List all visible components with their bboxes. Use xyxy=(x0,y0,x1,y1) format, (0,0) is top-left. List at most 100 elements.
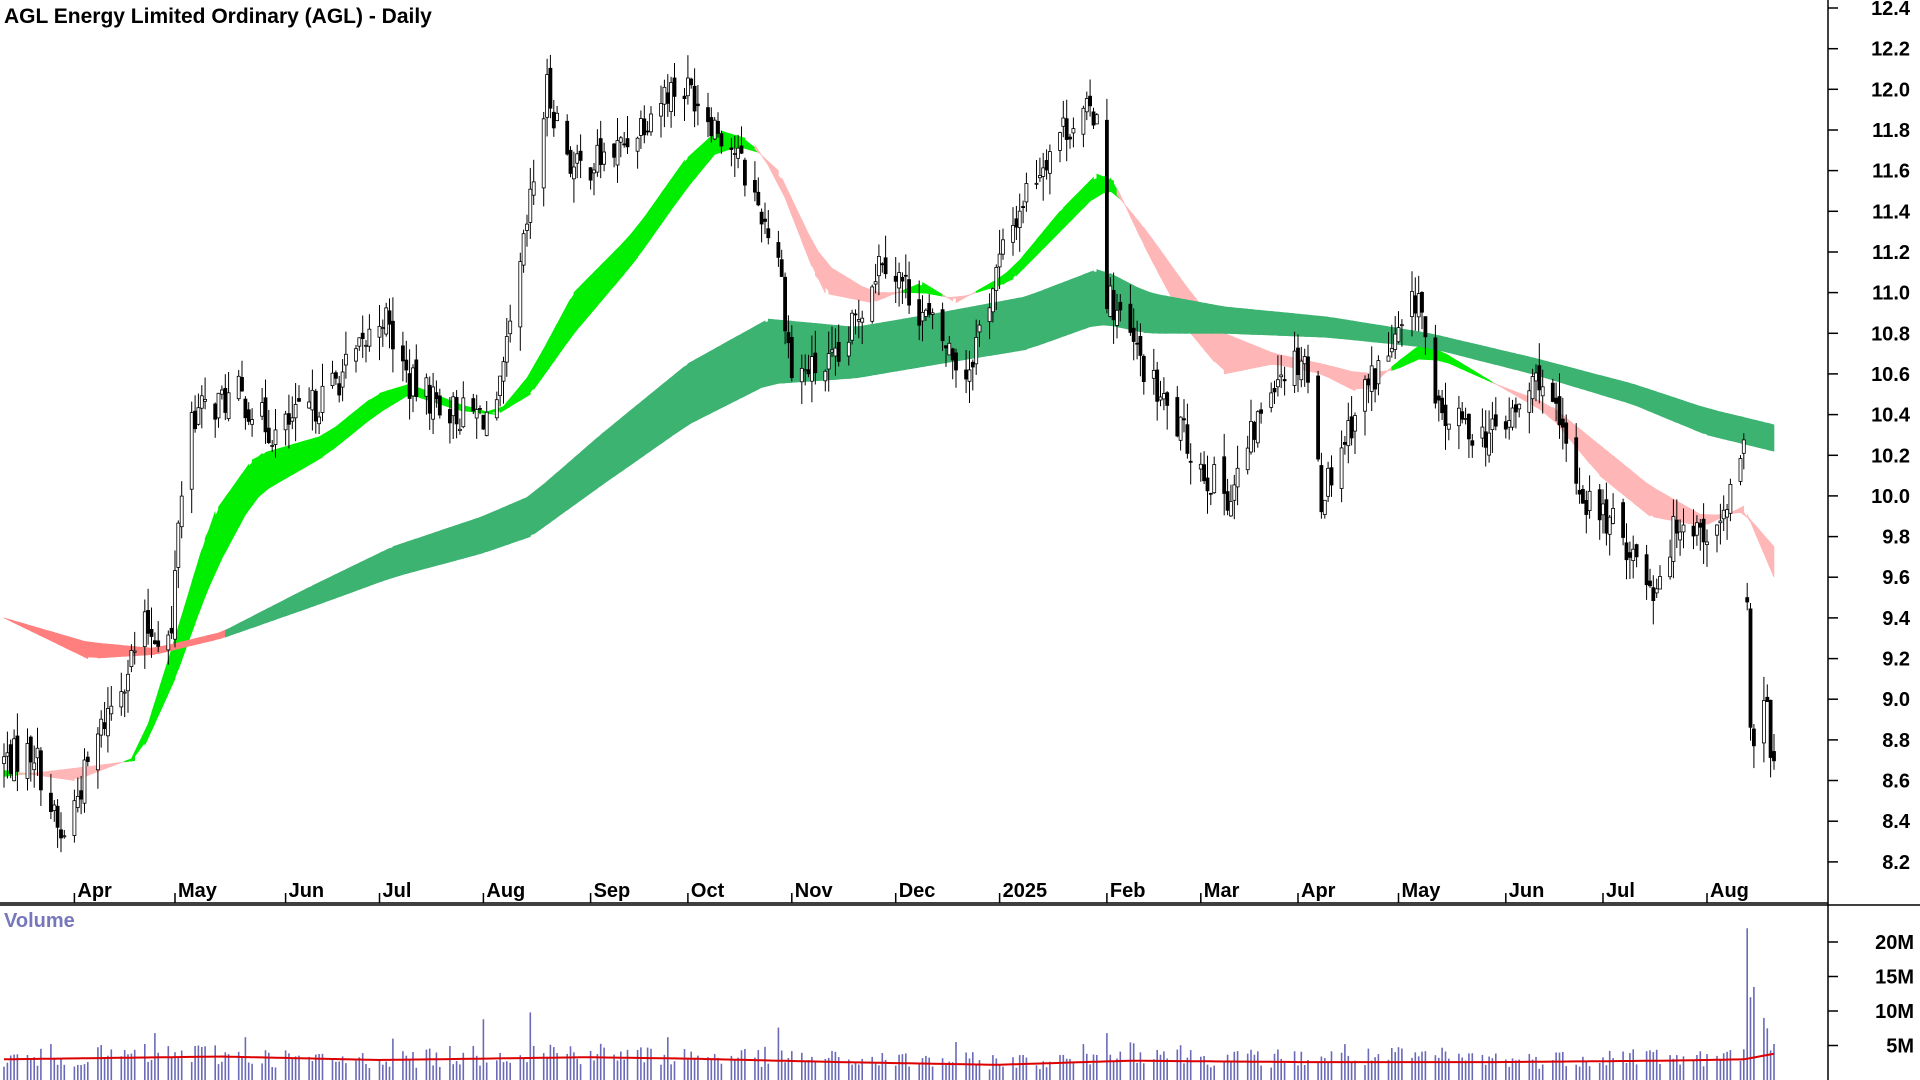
candle-body xyxy=(1329,467,1334,486)
candle-body xyxy=(776,242,781,258)
candle-body xyxy=(1178,416,1183,441)
candle-body xyxy=(1658,576,1662,590)
price-tick-label: 8.6 xyxy=(1882,771,1910,793)
candle-body xyxy=(270,444,275,447)
candle-body xyxy=(551,111,556,129)
candle-body xyxy=(940,309,945,342)
candle-body xyxy=(689,78,694,86)
candle-body xyxy=(1316,375,1320,460)
candle-body xyxy=(457,428,462,431)
candle-body xyxy=(1577,489,1582,495)
candle-body xyxy=(1024,183,1029,203)
candle-body xyxy=(706,107,710,123)
candle-body xyxy=(1205,477,1210,492)
candle-body xyxy=(1691,525,1696,537)
candle-body xyxy=(1745,597,1750,603)
candle-body xyxy=(1151,369,1156,379)
candle-body xyxy=(806,369,811,375)
candle-body xyxy=(119,691,124,708)
candle-body xyxy=(1490,418,1495,431)
time-tick-label: Jun xyxy=(1509,880,1545,902)
volume-bars xyxy=(3,928,1775,1080)
candle-body xyxy=(501,361,506,382)
candle-body xyxy=(1624,542,1629,561)
candle-body xyxy=(1021,206,1025,209)
candle-body xyxy=(424,377,429,397)
candle-body xyxy=(461,397,466,428)
candle-body xyxy=(1369,365,1374,392)
candle-body xyxy=(1648,580,1652,587)
candle-body xyxy=(243,398,248,419)
candle-body xyxy=(357,337,362,347)
candle-body xyxy=(692,85,697,112)
candle-body xyxy=(991,288,995,313)
candle-body xyxy=(927,302,932,315)
candle-body xyxy=(803,369,808,372)
candle-body xyxy=(1410,291,1414,318)
candle-body xyxy=(659,103,663,117)
candle-body xyxy=(1306,356,1310,383)
candle-body xyxy=(330,372,335,387)
candle-body xyxy=(283,413,288,431)
candle-body xyxy=(196,407,201,425)
candle-body xyxy=(873,281,878,285)
candle-body xyxy=(1678,531,1682,541)
candle-body xyxy=(1574,437,1579,484)
candle-body xyxy=(1557,396,1562,426)
candle-body xyxy=(612,143,616,158)
candle-body xyxy=(1353,415,1357,432)
candle-body xyxy=(1393,333,1398,350)
candle-body xyxy=(950,348,955,361)
candle-body xyxy=(1138,335,1143,356)
candle-body xyxy=(729,147,734,150)
candle-body xyxy=(1185,424,1190,454)
candle-body xyxy=(541,118,546,189)
candle-body xyxy=(173,570,177,640)
candle-body xyxy=(411,367,415,397)
candle-body xyxy=(384,307,389,335)
time-tick-label: Jun xyxy=(289,880,325,902)
volume-average-line xyxy=(4,1052,1775,1066)
candle-body xyxy=(743,159,747,186)
candle-body xyxy=(642,118,647,136)
candle-body xyxy=(1299,360,1304,381)
candle-body xyxy=(1044,159,1049,171)
candle-body xyxy=(789,336,794,379)
candle-body xyxy=(1493,414,1498,427)
candle-body xyxy=(290,417,295,422)
candle-body xyxy=(665,92,670,104)
candle-body xyxy=(213,403,218,420)
candle-body xyxy=(1413,295,1418,314)
chart-title: AGL Energy Limited Ordinary (AGL) - Dail… xyxy=(4,5,432,28)
candle-body xyxy=(1765,696,1770,702)
candle-body xyxy=(739,145,744,154)
candle-body xyxy=(79,790,83,800)
candle-body xyxy=(947,342,952,356)
candle-body xyxy=(572,166,576,180)
time-tick-label: Jul xyxy=(1606,880,1635,902)
candle-body xyxy=(1503,421,1508,430)
candle-body xyxy=(1349,416,1354,439)
candle-body xyxy=(1276,379,1280,388)
candle-body xyxy=(1202,464,1206,482)
candle-body xyxy=(753,179,757,193)
candle-body xyxy=(1681,524,1686,533)
candle-body xyxy=(1534,372,1538,382)
candle-body xyxy=(779,259,784,277)
candle-body xyxy=(293,403,298,419)
candle-body xyxy=(32,762,37,771)
candle-body xyxy=(548,67,553,109)
candle-body xyxy=(756,191,761,206)
candle-body xyxy=(1038,175,1042,179)
candle-body xyxy=(82,759,87,804)
candle-body xyxy=(260,402,265,417)
candle-body xyxy=(149,629,154,637)
candle-body xyxy=(494,399,499,419)
candle-body xyxy=(528,188,533,223)
candle-body xyxy=(122,691,127,694)
candle-body xyxy=(35,747,40,759)
candle-body xyxy=(434,392,439,400)
price-tick-label: 11.8 xyxy=(1872,120,1910,142)
candle-body xyxy=(1611,507,1615,524)
candle-body xyxy=(1443,404,1448,427)
